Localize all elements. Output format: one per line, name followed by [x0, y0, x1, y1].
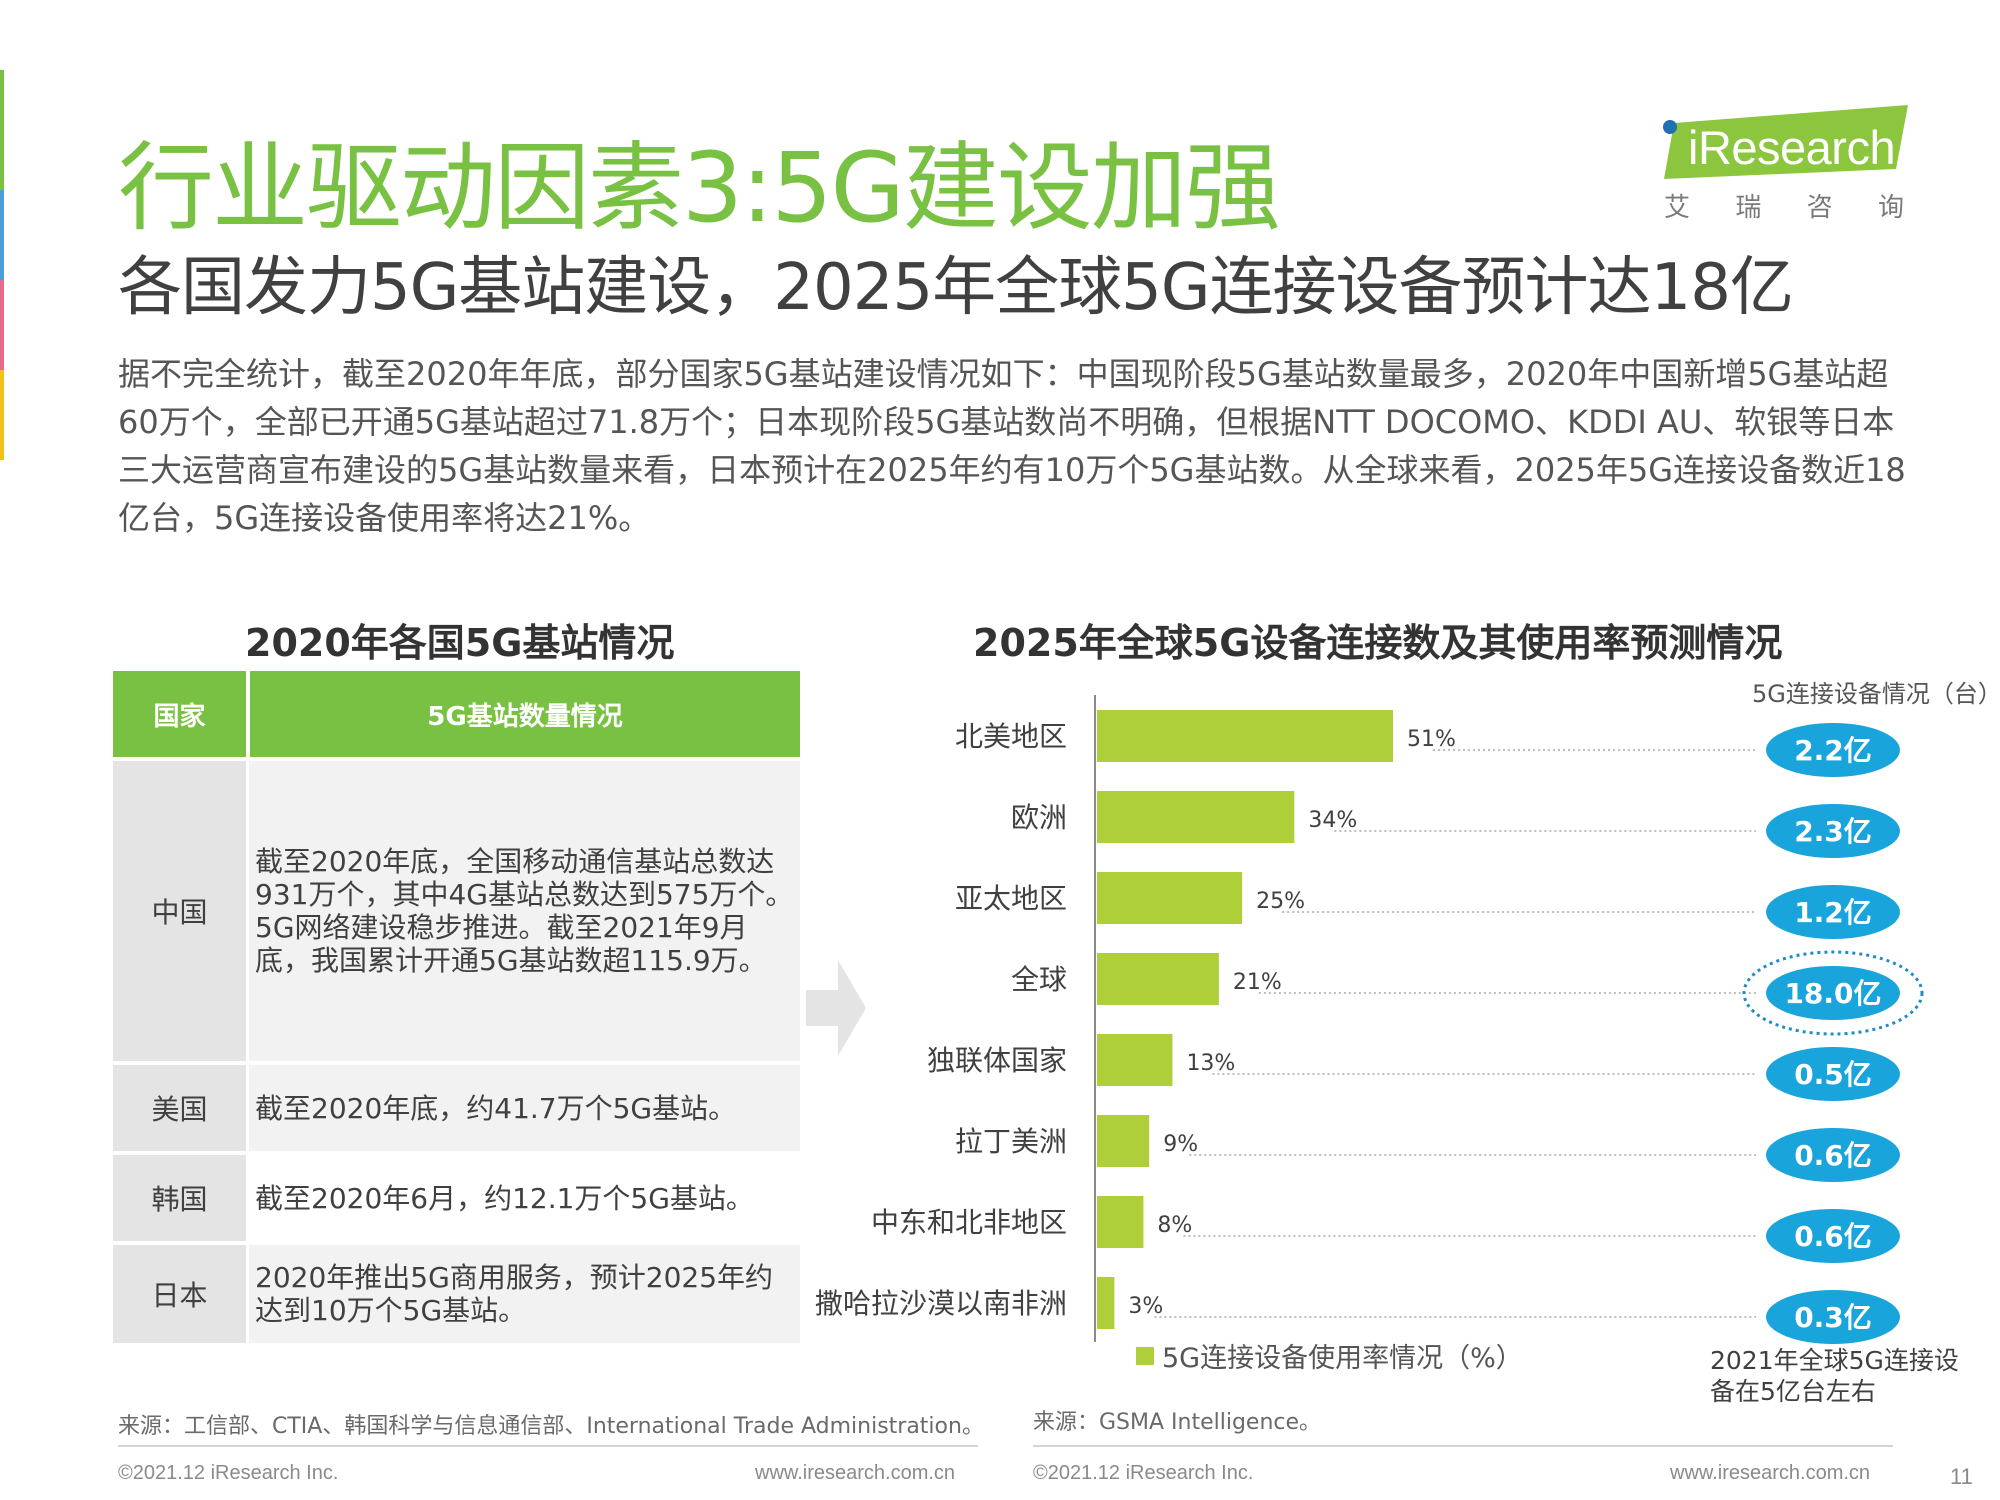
- country-cell: 中国: [113, 761, 249, 1061]
- data-label: 8%: [1157, 1213, 1192, 1238]
- data-label: 21%: [1233, 970, 1282, 995]
- intro-paragraph: 据不完全统计，截至2020年年底，部分国家5G基站建设情况如下：中国现阶段5G基…: [118, 355, 1906, 537]
- data-label: 3%: [1128, 1294, 1163, 1319]
- left-source: 来源：工信部、CTIA、韩国科学与信息通信部、International Tra…: [118, 1414, 984, 1439]
- edge-accent-yellow: [0, 370, 4, 460]
- arrow-right-icon: [806, 960, 866, 1056]
- edge-accent-blue: [0, 190, 4, 280]
- connection-value: 0.3亿: [1794, 1301, 1872, 1334]
- table-row: 美国 截至2020年底，约41.7万个5G基站。: [113, 1061, 800, 1151]
- page-subtitle: 各国发力5G基站建设，2025年全球5G连接设备预计达18亿: [118, 251, 1794, 325]
- connection-pill: [1766, 885, 1900, 939]
- category-label: 北美地区: [955, 720, 1067, 753]
- country-cell: 日本: [113, 1245, 249, 1343]
- bar: [1097, 1034, 1173, 1086]
- header-country: 国家: [113, 671, 250, 757]
- base-station-table: 国家 5G基站数量情况 中国 截至2020年底，全国移动通信基站总数达931万个…: [113, 671, 800, 1343]
- category-label: 亚太地区: [955, 882, 1067, 915]
- right-website: www.iresearch.com.cn: [1670, 1462, 1871, 1484]
- bar: [1097, 1277, 1115, 1329]
- table-row: 韩国 截至2020年6月，约12.1万个5G基站。: [113, 1151, 800, 1241]
- country-cell: 韩国: [113, 1155, 249, 1241]
- logo-banner-icon: [1663, 105, 1908, 179]
- detail-cell: 截至2020年底，约41.7万个5G基站。: [249, 1065, 800, 1151]
- legend-swatch: [1136, 1346, 1154, 1365]
- right-copyright: ©2021.12 iResearch Inc.: [1033, 1462, 1254, 1484]
- bar: [1097, 710, 1393, 762]
- connection-pill: [1766, 1128, 1900, 1182]
- category-label: 欧洲: [1011, 801, 1067, 834]
- right-source: 来源：GSMA Intelligence。: [1033, 1410, 1322, 1435]
- connection-value: 18.0亿: [1784, 977, 1881, 1010]
- category-label: 中东和北非地区: [871, 1206, 1067, 1239]
- category-label: 全球: [1011, 963, 1067, 996]
- bar: [1097, 1115, 1150, 1167]
- category-label: 撒哈拉沙漠以南非洲: [815, 1287, 1067, 1320]
- connections-note: 2021年全球5G连接设备在5亿台左右: [1710, 1346, 1959, 1406]
- left-divider: [118, 1445, 978, 1447]
- data-label: 51%: [1407, 727, 1456, 752]
- edge-accent-green: [0, 70, 4, 190]
- highlight-ring: [1742, 950, 1924, 1036]
- right-panel-title: 2025年全球5G设备连接数及其使用率预测情况: [973, 621, 1783, 665]
- connections-unit-label: 5G连接设备情况（台）: [1752, 680, 2000, 708]
- connection-pill: [1766, 966, 1900, 1020]
- logo-char: 询: [1877, 193, 1904, 223]
- connection-value: 0.6亿: [1794, 1139, 1872, 1172]
- header-detail: 5G基站数量情况: [427, 701, 623, 732]
- country-cell: 美国: [113, 1065, 249, 1151]
- table-row: 中国 截至2020年底，全国移动通信基站总数达931万个，其中4G基站总数达到5…: [113, 757, 800, 1061]
- connection-pill: [1766, 1209, 1900, 1263]
- bar: [1097, 1196, 1144, 1248]
- legend-label: 5G连接设备使用率情况（%）: [1162, 1343, 1523, 1374]
- left-copyright: ©2021.12 iResearch Inc.: [118, 1462, 339, 1484]
- logo-char: 瑞: [1735, 193, 1762, 223]
- bar: [1097, 953, 1219, 1005]
- data-label: 13%: [1186, 1051, 1235, 1076]
- connection-value: 2.2亿: [1794, 734, 1872, 767]
- connection-value: 2.3亿: [1794, 815, 1872, 848]
- data-label: 25%: [1256, 889, 1305, 914]
- iresearch-logo: iResearch 艾 瑞 咨 询: [1660, 105, 1910, 223]
- connection-pill: [1766, 1047, 1900, 1101]
- category-label: 拉丁美洲: [955, 1125, 1067, 1158]
- detail-text: 2020年推出5G商用服务，预计2025年约达到10万个5G基站。: [255, 1261, 774, 1327]
- detail-cell: 截至2020年6月，约12.1万个5G基站。: [249, 1155, 800, 1241]
- connection-pill: [1766, 723, 1900, 777]
- connection-value: 0.6亿: [1794, 1220, 1872, 1253]
- left-website: www.iresearch.com.cn: [755, 1462, 956, 1484]
- detail-cell: 截至2020年底，全国移动通信基站总数达931万个，其中4G基站总数达到575万…: [249, 761, 800, 1061]
- category-label: 独联体国家: [927, 1044, 1067, 1077]
- logo-char: 艾: [1664, 193, 1691, 223]
- table-header: 国家 5G基站数量情况: [113, 671, 800, 757]
- data-label: 9%: [1163, 1132, 1198, 1157]
- connection-pill: [1766, 1290, 1900, 1344]
- detail-text: 截至2020年底，全国移动通信基站总数达931万个，其中4G基站总数达到575万…: [255, 845, 794, 977]
- connection-value: 1.2亿: [1794, 896, 1872, 929]
- edge-accent-pink: [0, 280, 4, 370]
- data-label: 34%: [1308, 808, 1357, 833]
- table-row: 日本 2020年推出5G商用服务，预计2025年约达到10万个5G基站。: [113, 1241, 800, 1343]
- page-title: 行业驱动因素3:5G建设加强: [118, 132, 1281, 244]
- detail-cell: 2020年推出5G商用服务，预计2025年约达到10万个5G基站。: [249, 1245, 800, 1343]
- chart-legend: 5G连接设备使用率情况（%）: [1136, 1336, 1523, 1375]
- right-divider: [1033, 1445, 1893, 1447]
- logo-chinese-name: 艾 瑞 咨 询: [1664, 187, 1904, 224]
- left-panel-title: 2020年各国5G基站情况: [245, 621, 675, 665]
- connection-pill: [1766, 804, 1900, 858]
- bar: [1097, 872, 1243, 924]
- page-number: 11: [1950, 1464, 1973, 1489]
- logo-char: 咨: [1806, 193, 1833, 223]
- logo-brand-text: iResearch: [1688, 121, 1896, 174]
- bar: [1097, 791, 1295, 843]
- connection-value: 0.5亿: [1794, 1058, 1872, 1091]
